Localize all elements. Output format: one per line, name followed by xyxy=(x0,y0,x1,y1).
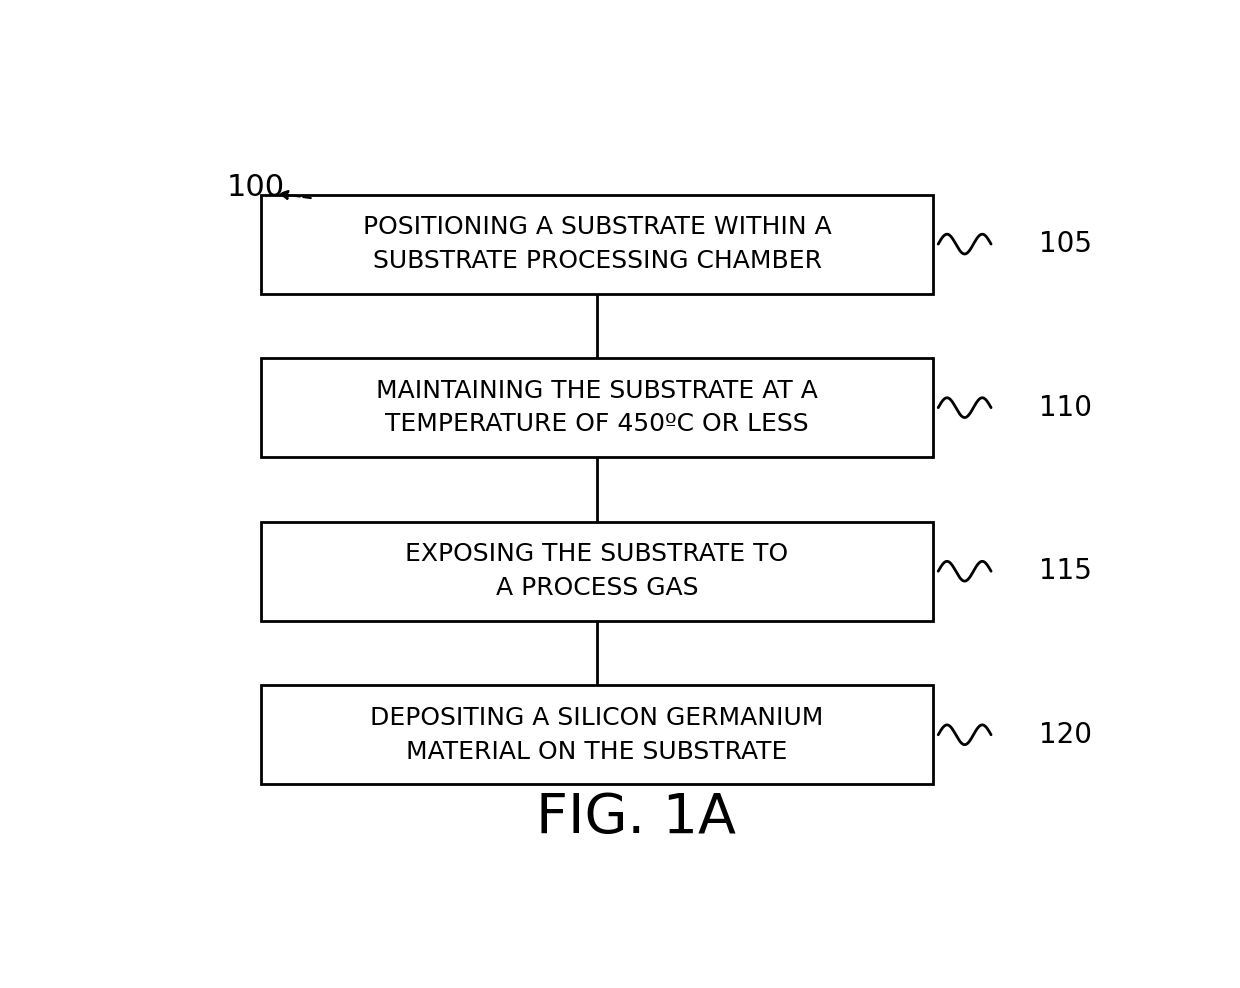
Text: 110: 110 xyxy=(1039,393,1092,422)
Text: FIG. 1A: FIG. 1A xyxy=(536,791,735,846)
Text: 100: 100 xyxy=(227,173,285,202)
Text: POSITIONING A SUBSTRATE WITHIN A
SUBSTRATE PROCESSING CHAMBER: POSITIONING A SUBSTRATE WITHIN A SUBSTRA… xyxy=(362,215,832,273)
Text: 120: 120 xyxy=(1039,721,1092,749)
Bar xyxy=(260,359,934,457)
Text: 115: 115 xyxy=(1039,557,1092,585)
Text: 105: 105 xyxy=(1039,230,1092,258)
Text: MAINTAINING THE SUBSTRATE AT A
TEMPERATURE OF 450ºC OR LESS: MAINTAINING THE SUBSTRATE AT A TEMPERATU… xyxy=(376,379,818,437)
Bar xyxy=(260,686,934,784)
Bar xyxy=(260,195,934,293)
Text: DEPOSITING A SILICON GERMANIUM
MATERIAL ON THE SUBSTRATE: DEPOSITING A SILICON GERMANIUM MATERIAL … xyxy=(371,706,823,764)
Bar xyxy=(260,522,934,620)
Text: EXPOSING THE SUBSTRATE TO
A PROCESS GAS: EXPOSING THE SUBSTRATE TO A PROCESS GAS xyxy=(405,542,789,600)
